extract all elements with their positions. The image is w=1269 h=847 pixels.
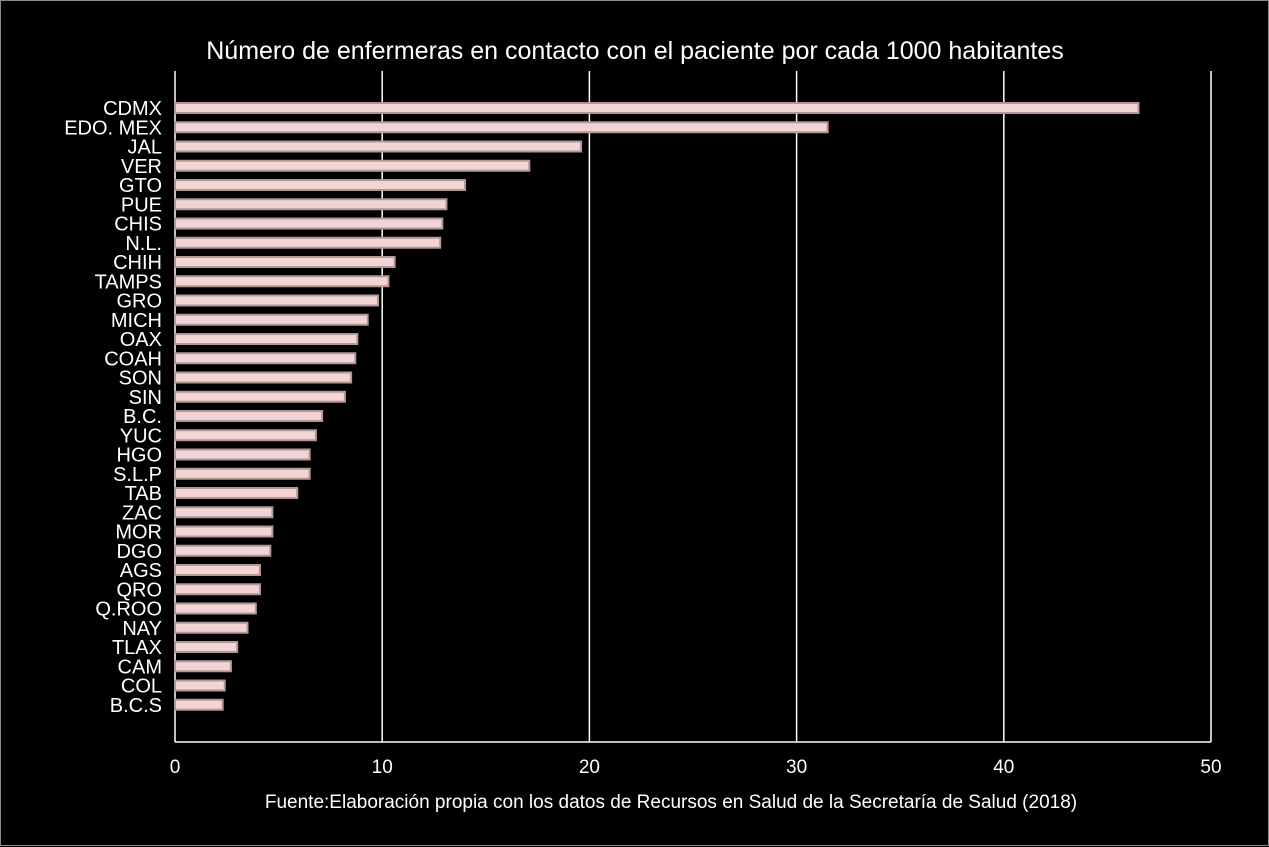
bar-gto — [174, 179, 467, 191]
category-label: NAY — [122, 618, 162, 640]
category-label: MOR — [115, 522, 162, 544]
bars — [174, 102, 1140, 711]
bar-tamps — [174, 275, 390, 288]
x-tick-label-10: 10 — [372, 757, 393, 778]
category-label: TAMPS — [95, 271, 162, 293]
category-label: ZAC — [122, 502, 162, 524]
bar-oax — [174, 333, 359, 345]
bar-qro — [174, 583, 261, 596]
bar-hgo — [174, 448, 311, 461]
bar-s-l-p — [174, 467, 311, 480]
bar-edo-mex — [174, 121, 829, 134]
bar-mor — [174, 525, 274, 538]
bar-q-roo — [174, 602, 257, 615]
bar-dgo — [174, 544, 272, 557]
bar-tlax — [174, 641, 239, 653]
bar-tab — [174, 487, 299, 499]
category-label: GRO — [116, 291, 162, 313]
category-label: CDMX — [103, 98, 162, 120]
chart-title: Número de enfermeras en contacto con el … — [206, 37, 1064, 65]
category-label: JAL — [128, 137, 162, 159]
x-tick-label-40: 40 — [993, 757, 1014, 778]
x-tick-label-20: 20 — [579, 757, 600, 778]
category-label: B.C. — [123, 406, 162, 428]
category-label: COL — [121, 676, 162, 698]
category-label: CHIH — [113, 252, 162, 274]
category-label: Q.ROO — [95, 599, 162, 621]
bar-coah — [174, 352, 357, 365]
category-label: DGO — [116, 541, 162, 563]
x-axis-ticks: 0 10 20 30 40 50 — [170, 757, 1222, 778]
x-tick-label-0: 0 — [170, 757, 181, 778]
category-label: SIN — [129, 387, 162, 409]
category-label: S.L.P — [113, 464, 162, 486]
category-label: B.C.S — [110, 695, 162, 717]
bar-chih — [174, 256, 396, 268]
bar-pue — [174, 198, 448, 211]
bar-cam — [174, 660, 232, 673]
category-label: COAH — [104, 348, 162, 370]
category-label: CAM — [118, 656, 162, 678]
bar-gro — [174, 294, 380, 307]
category-label: MICH — [111, 310, 162, 332]
category-label: VER — [121, 156, 162, 178]
category-label: YUC — [120, 425, 162, 447]
bar-sin — [174, 390, 346, 403]
bar-cdmx — [174, 102, 1140, 114]
category-label: GTO — [119, 175, 162, 197]
category-label: QRO — [116, 579, 162, 601]
bar-nay — [174, 621, 249, 634]
chart-source-note: Fuente:Elaboración propia con los datos … — [265, 792, 1077, 813]
category-label: SON — [119, 368, 162, 390]
category-label: HGO — [116, 445, 162, 467]
x-tick-label-30: 30 — [786, 757, 807, 778]
category-label: N.L. — [125, 233, 162, 255]
category-label: OAX — [120, 329, 162, 351]
category-label: PUE — [121, 194, 162, 216]
bar-mich — [174, 313, 369, 326]
bar-yuc — [174, 429, 317, 442]
bar-col — [174, 679, 226, 692]
bar-chis — [174, 217, 444, 230]
category-label: TAB — [125, 483, 162, 505]
bar-n-l — [174, 236, 442, 249]
category-label: EDO. MEX — [64, 117, 162, 139]
category-label: TLAX — [112, 637, 162, 659]
bar-b-c-s — [174, 698, 224, 711]
bar-ver — [174, 159, 531, 172]
category-label: AGS — [120, 560, 162, 582]
x-tick-label-50: 50 — [1200, 757, 1221, 778]
category-label: CHIS — [114, 214, 162, 236]
bar-ags — [174, 564, 261, 576]
bar-zac — [174, 506, 274, 519]
bar-son — [174, 371, 353, 384]
bar-jal — [174, 140, 583, 153]
bar-b-c — [174, 410, 324, 422]
